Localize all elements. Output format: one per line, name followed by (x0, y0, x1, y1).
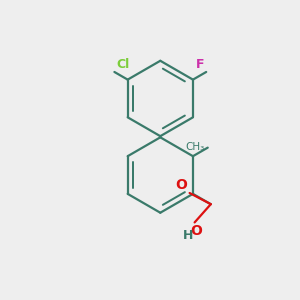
Text: H: H (183, 229, 193, 242)
Text: F: F (196, 58, 204, 71)
Text: O: O (176, 178, 187, 192)
Text: O: O (190, 224, 202, 238)
Text: Cl: Cl (116, 58, 129, 71)
Text: CH₃: CH₃ (185, 142, 205, 152)
